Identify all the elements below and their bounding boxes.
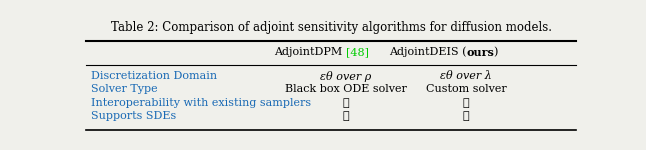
Text: AdjointDPM: AdjointDPM	[275, 47, 346, 57]
Text: ✓: ✓	[463, 98, 470, 108]
Text: ): )	[493, 47, 497, 57]
Text: Interoperability with existing samplers: Interoperability with existing samplers	[90, 98, 311, 108]
Text: [48]: [48]	[346, 47, 369, 57]
Text: ✓: ✓	[463, 111, 470, 121]
Text: AdjointDEIS (: AdjointDEIS (	[389, 47, 466, 57]
Text: εθ over λ: εθ over λ	[441, 71, 492, 81]
Text: ✗: ✗	[343, 111, 349, 121]
Text: Table 2: Comparison of adjoint sensitivity algorithms for diffusion models.: Table 2: Comparison of adjoint sensitivi…	[110, 21, 552, 34]
Text: Solver Type: Solver Type	[90, 84, 158, 94]
Text: ours: ours	[466, 46, 494, 58]
Text: Discretization Domain: Discretization Domain	[90, 71, 217, 81]
Text: Black box ODE solver: Black box ODE solver	[285, 84, 407, 94]
Text: Custom solver: Custom solver	[426, 84, 506, 94]
Text: ✗: ✗	[343, 98, 349, 108]
Text: Supports SDEs: Supports SDEs	[90, 111, 176, 121]
Text: εθ over ρ: εθ over ρ	[320, 71, 371, 82]
